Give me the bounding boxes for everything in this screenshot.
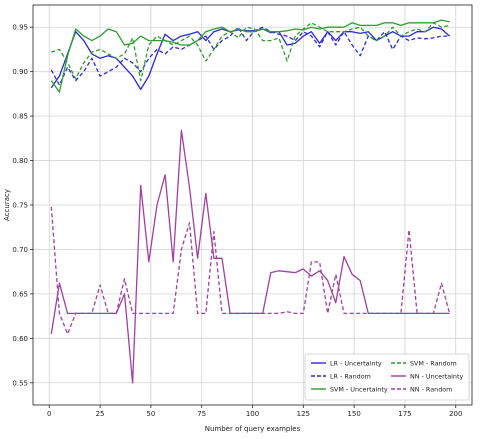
y-tick-label: 0.95 xyxy=(12,24,28,32)
x-axis-label: Number of query examples xyxy=(205,425,301,433)
series-line-lr-random xyxy=(50,26,450,86)
x-tick-label: 25 xyxy=(96,410,105,418)
x-tick-label: 175 xyxy=(398,410,411,418)
series-line-svm-uncertainty xyxy=(50,19,450,93)
y-tick-label: 0.85 xyxy=(12,113,28,121)
y-tick-label: 0.60 xyxy=(12,335,28,343)
legend: LR - Uncertainty LR - Random SVM - Uncerta… xyxy=(304,353,470,401)
y-tick-label: 0.65 xyxy=(12,290,28,298)
series-lines xyxy=(50,19,451,384)
legend-label-svm-uncertainty: SVM - Uncertainty xyxy=(330,385,388,393)
legend-label-lr-uncertainty: LR - Uncertainty xyxy=(330,359,382,367)
x-tick-label: 200 xyxy=(449,410,462,418)
x-tick-label: 75 xyxy=(197,410,206,418)
legend-label-svm-random: SVM - Random xyxy=(410,359,457,367)
series-line-nn-random xyxy=(50,206,451,335)
legend-label-nn-uncertainty: NN - Uncertainty xyxy=(410,372,463,380)
y-axis-label: Accuracy xyxy=(3,189,11,221)
legend-box xyxy=(304,353,470,401)
legend-label-lr-random: LR - Random xyxy=(330,372,371,380)
x-tick-label: 0 xyxy=(47,410,51,418)
y-tick-label: 0.90 xyxy=(12,68,28,76)
y-tick-label: 0.55 xyxy=(12,379,28,387)
legend-label-nn-random: NN - Random xyxy=(410,385,452,393)
y-tick-label: 0.80 xyxy=(12,157,28,165)
x-tick-label: 100 xyxy=(246,410,259,418)
y-tick-label: 0.75 xyxy=(12,202,28,210)
x-tick-label: 150 xyxy=(347,410,360,418)
axis-ticks: 0 25 50 75 100 125 150 175 200 0.55 0.60 0.65 0.70 0.… xyxy=(12,24,462,418)
y-tick-label: 0.70 xyxy=(12,246,28,254)
series-line-svm-random xyxy=(51,22,450,82)
x-tick-label: 50 xyxy=(146,410,155,418)
x-tick-label: 125 xyxy=(297,410,310,418)
